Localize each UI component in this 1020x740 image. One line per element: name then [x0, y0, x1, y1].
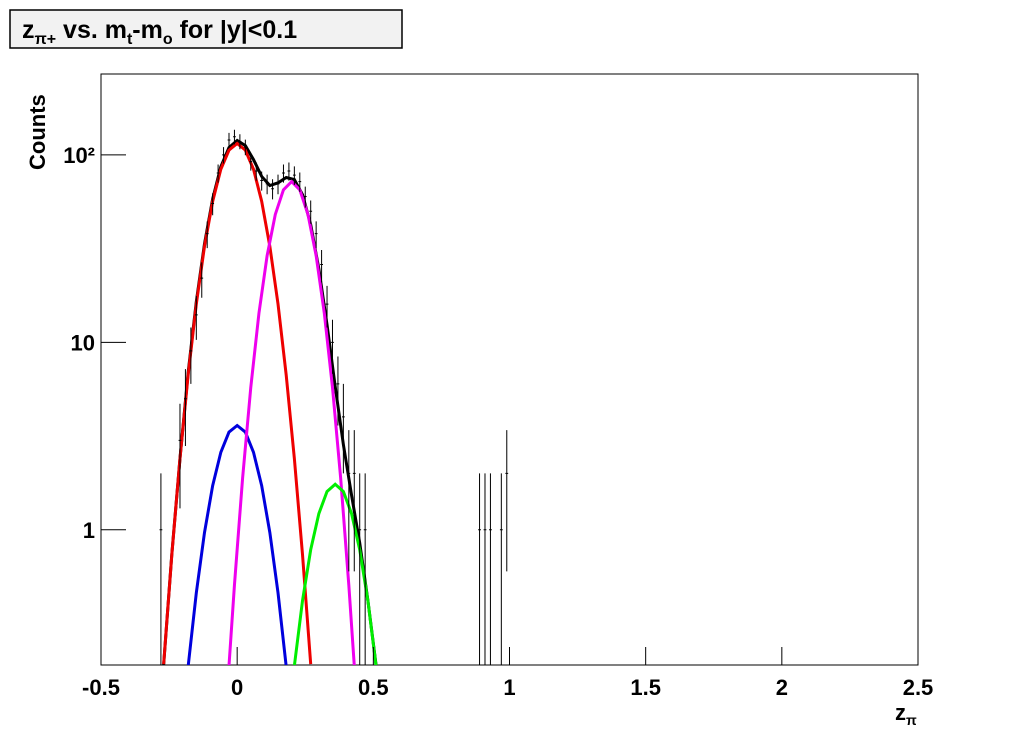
title-box [9, 9, 403, 49]
data-point [483, 473, 487, 665]
y-axis-label: Counts [25, 94, 50, 170]
data-point [200, 262, 204, 298]
data-point [347, 430, 351, 572]
x-tick-label: 2 [776, 675, 788, 700]
data-point [254, 162, 258, 181]
x-label-part: π [906, 712, 917, 728]
data-point [233, 129, 236, 145]
data-point [341, 383, 345, 474]
data-point [243, 139, 247, 156]
plot-area [159, 129, 509, 665]
fit-curve [292, 482, 378, 665]
title-part: for |y|<0.1 [173, 16, 298, 44]
data-point [249, 153, 253, 171]
data-point [265, 174, 269, 195]
y-tick-label: 10 [71, 330, 95, 355]
y-tick-label: 10² [63, 143, 95, 168]
title-part: t [127, 31, 133, 48]
x-tick-label: 1 [503, 675, 515, 700]
title-part: z [22, 16, 35, 44]
data-point [499, 473, 503, 665]
data-point [211, 193, 215, 216]
data-point [287, 162, 291, 181]
data-point [178, 403, 182, 509]
x-label-part: z [895, 700, 906, 725]
chart-title: zπ+ vs. mt-mo for |y|<0.1 [22, 16, 297, 48]
fit-curve [227, 179, 356, 665]
data-point [331, 319, 334, 374]
data-point [271, 179, 274, 200]
data-point [336, 356, 340, 426]
data-point [189, 327, 193, 384]
data-point [358, 473, 362, 665]
x-tick-label: 0 [231, 675, 243, 700]
data-point [489, 473, 492, 665]
data-point [505, 430, 509, 572]
data-point [282, 164, 285, 183]
data-point [276, 174, 280, 195]
title-part: vs. m [56, 16, 127, 44]
data-point [184, 369, 187, 446]
x-tick-label: -0.5 [82, 675, 120, 700]
data-point [292, 166, 296, 185]
data-point [205, 221, 209, 249]
data-point [159, 473, 163, 665]
data-point [227, 132, 231, 148]
x-tick-label: 2.5 [903, 675, 934, 700]
data-point [363, 473, 367, 665]
fit-curve [186, 423, 288, 665]
data-point [325, 285, 329, 328]
data-point [352, 430, 356, 572]
data-point [194, 295, 198, 340]
x-tick-label: 0.5 [358, 675, 389, 700]
data-point [222, 147, 225, 164]
data-point [238, 134, 242, 150]
x-tick-label: 1.5 [630, 675, 661, 700]
fit-curve [162, 141, 313, 665]
title-part: -m [132, 16, 163, 44]
title-part: π+ [35, 31, 57, 48]
x-axis-label: zπ [895, 700, 917, 728]
data-point [298, 172, 302, 192]
data-point [478, 473, 481, 665]
data-point [320, 249, 323, 283]
data-point [260, 171, 264, 191]
y-tick-label: 1 [83, 518, 95, 543]
data-point [216, 164, 220, 183]
title-part: o [163, 31, 173, 48]
data-point [303, 186, 307, 208]
data-point [314, 221, 318, 249]
data-point [309, 200, 313, 224]
